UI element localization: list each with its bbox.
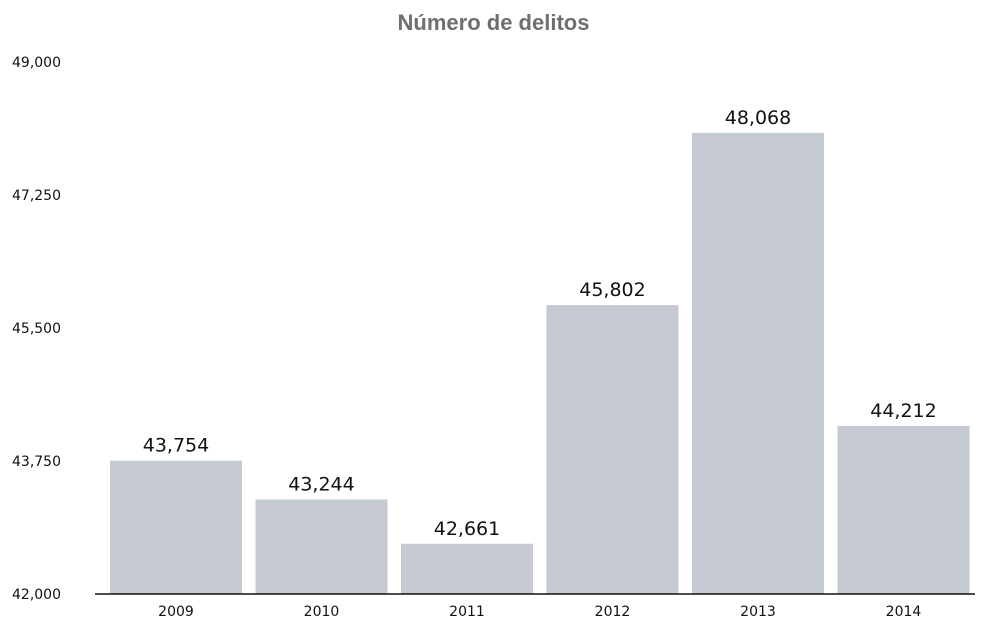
bar (546, 305, 679, 594)
x-tick-label: 2014 (886, 604, 922, 620)
data-label: 43,754 (143, 435, 209, 457)
data-label: 45,802 (579, 279, 645, 301)
y-tick-label: 45,500 (12, 321, 61, 337)
x-tick-label: 2010 (304, 604, 340, 620)
data-label: 48,068 (725, 107, 791, 129)
chart-title: Número de delitos (397, 10, 590, 35)
bar (255, 499, 388, 594)
y-tick-label: 49,000 (12, 55, 61, 71)
bar (110, 460, 242, 594)
x-tick-label: 2011 (449, 604, 485, 620)
x-tick-label: 2013 (740, 604, 776, 620)
bar (401, 543, 533, 594)
bar (692, 132, 824, 594)
data-label: 44,212 (870, 400, 936, 422)
data-label: 42,661 (434, 518, 500, 540)
y-tick-label: 47,250 (12, 188, 61, 204)
x-tick-label: 2012 (595, 604, 631, 620)
y-tick-label: 43,750 (12, 454, 61, 470)
bar (837, 425, 970, 594)
x-tick-label: 2009 (158, 604, 194, 620)
y-tick-label: 42,000 (12, 587, 61, 603)
data-label: 43,244 (288, 473, 354, 495)
